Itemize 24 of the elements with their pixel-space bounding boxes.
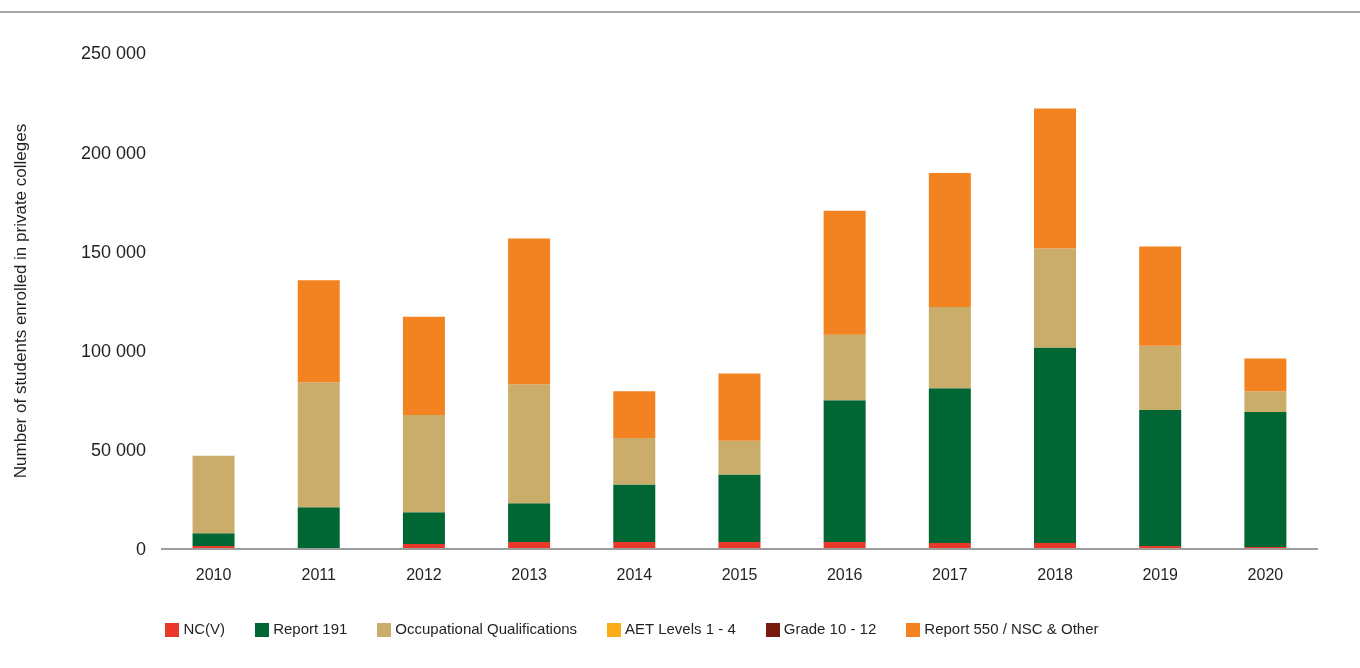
x-tick-label: 2014 (616, 566, 653, 584)
x-tick-label: 2010 (195, 566, 232, 584)
y-tick-label: 100 000 (80, 340, 146, 361)
legend-label: Occupational Qualifications (395, 620, 578, 637)
legend-label: Report 191 (273, 620, 348, 637)
x-tick-label: 2018 (1037, 566, 1073, 584)
y-tick-label: 50 000 (90, 440, 146, 461)
legend-label: NC(V) (183, 620, 226, 637)
y-tick-label: 150 000 (80, 241, 146, 262)
y-tick-label: 200 000 (80, 142, 146, 163)
x-tick-label: 2017 (932, 566, 968, 584)
x-tick-label: 2013 (511, 566, 548, 584)
y-tick-label: 250 000 (80, 43, 146, 64)
y-axis-title: Number of students enrolled in private colleges (10, 123, 30, 479)
x-tick-label: 2012 (406, 566, 442, 584)
x-tick-label: 2020 (1247, 566, 1284, 584)
legend-label: AET Levels 1 - 4 (625, 620, 736, 637)
legend-label: Report 550 / NSC & Other (924, 620, 1099, 637)
x-tick-label: 2016 (826, 566, 863, 584)
x-tick-label: 2015 (721, 566, 758, 584)
y-tick-label: 0 (135, 539, 146, 560)
x-tick-label: 2011 (301, 566, 337, 584)
legend-label: Grade 10 - 12 (783, 620, 877, 637)
x-tick-label: 2019 (1142, 566, 1179, 584)
